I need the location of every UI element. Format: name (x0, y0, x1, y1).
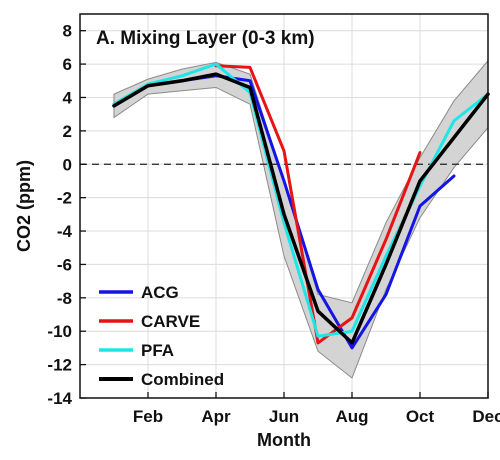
chart-title: A. Mixing Layer (0-3 km) (96, 28, 315, 49)
legend: ACG CARVE PFA Combined (99, 283, 224, 389)
legend-label-acg: ACG (141, 283, 179, 302)
series-line-combined (112, 72, 490, 345)
y-tick-label: -12 (47, 356, 72, 375)
x-axis-label: Month (257, 430, 311, 450)
x-tick-label: Jun (269, 407, 299, 426)
legend-label-carve: CARVE (141, 312, 200, 331)
y-tick-label: -6 (57, 255, 72, 274)
y-tick-label: -8 (57, 289, 72, 308)
y-tick-label: 8 (63, 22, 72, 41)
y-tick-label: -2 (57, 189, 72, 208)
x-tick-label: Apr (201, 407, 231, 426)
y-tick-label: 2 (63, 122, 72, 141)
y-tick-label: 0 (63, 155, 72, 174)
series-layer (112, 62, 490, 350)
x-tick-label: Oct (406, 407, 435, 426)
y-tick-label: -10 (47, 322, 72, 341)
x-tick-label: Feb (133, 407, 163, 426)
y-tick-label: -4 (57, 222, 73, 241)
legend-label-pfa: PFA (141, 341, 174, 360)
legend-label-combined: Combined (141, 370, 224, 389)
y-tick-label: -14 (47, 389, 72, 408)
series-line-carve (214, 64, 422, 345)
y-tick-label: 4 (63, 88, 73, 107)
x-tick-label: Dec (472, 407, 500, 426)
tick-layer: Feb Apr Jun Aug Oct Dec 8 6 4 2 0 -2 -4 -6 -8 -10 -12 -14 (47, 22, 500, 426)
y-axis-label: CO2 (ppm) (14, 160, 34, 252)
x-tick-label: Aug (335, 407, 368, 426)
y-tick-label: 6 (63, 55, 72, 74)
